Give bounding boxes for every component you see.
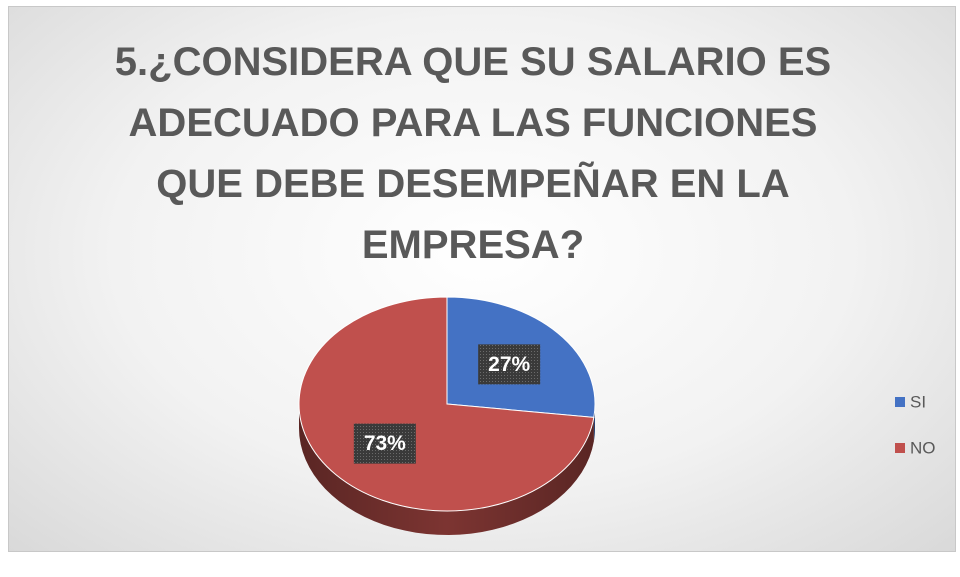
legend-swatch [895,443,905,453]
data-label: 27% [488,353,530,376]
pie-side-shade [299,404,594,535]
legend-label: NO [910,438,936,457]
legend-label: SI [910,392,926,411]
data-label-box [478,344,541,385]
data-label-box [353,423,416,464]
data-label: 73% [364,432,406,455]
chart-title: 5.¿CONSIDERA QUE SU SALARIO ES ADECUADO … [114,40,832,267]
legend-swatch [895,397,905,407]
